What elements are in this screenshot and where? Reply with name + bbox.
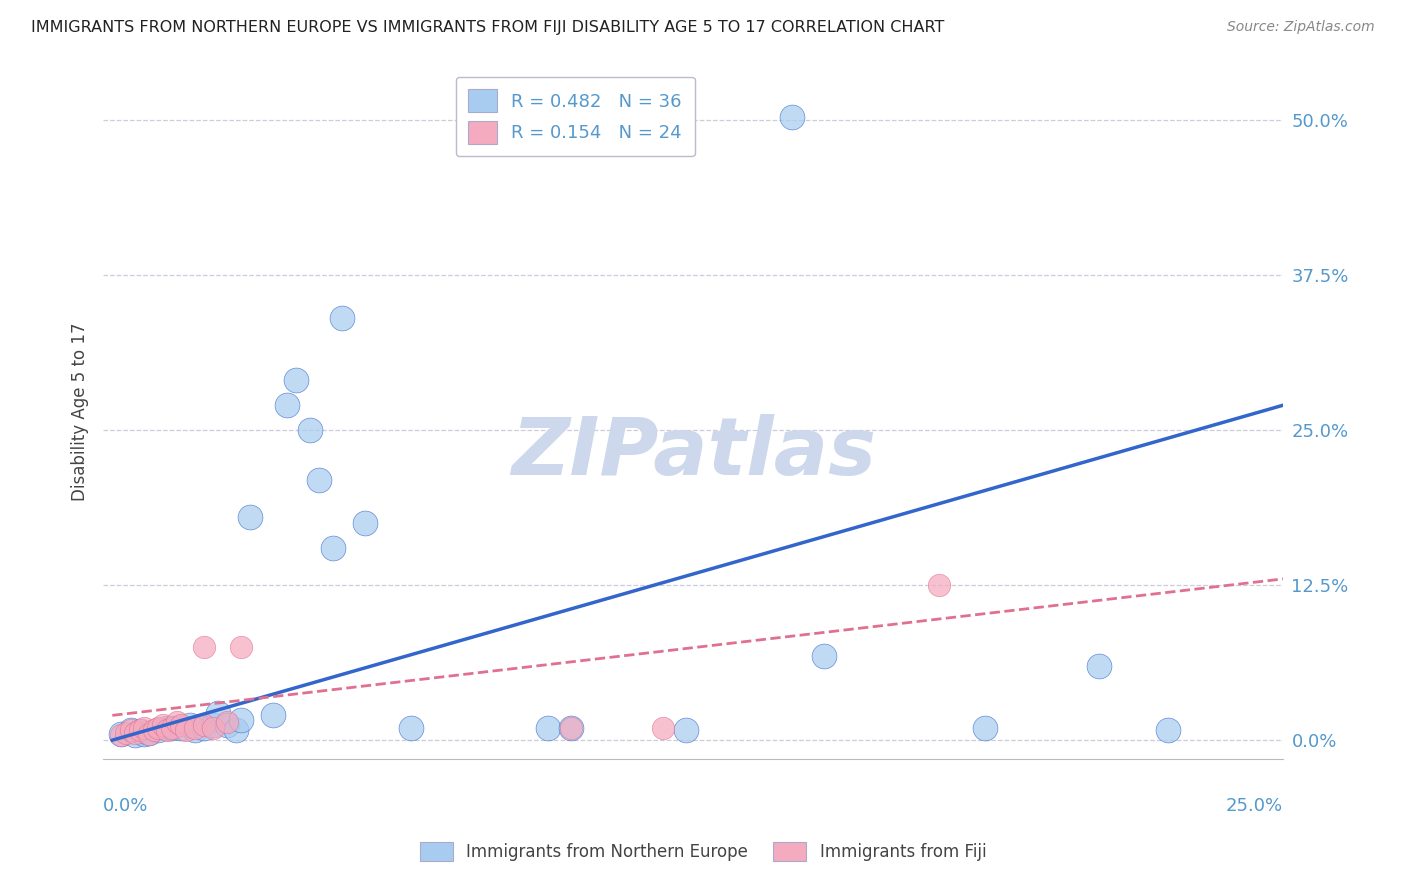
- Point: [160, 721, 183, 735]
- Legend: Immigrants from Northern Europe, Immigrants from Fiji: Immigrants from Northern Europe, Immigra…: [413, 835, 993, 868]
- Point: [193, 721, 215, 735]
- Point: [537, 721, 560, 735]
- Point: [110, 727, 132, 741]
- Text: 25.0%: 25.0%: [1226, 797, 1284, 815]
- Point: [262, 708, 284, 723]
- Text: ZIPatlas: ZIPatlas: [510, 414, 876, 492]
- Point: [160, 721, 183, 735]
- Point: [120, 723, 142, 738]
- Point: [973, 721, 995, 735]
- Point: [152, 718, 174, 732]
- Point: [148, 721, 170, 735]
- Point: [134, 727, 156, 741]
- Point: [170, 721, 193, 735]
- Point: [134, 721, 156, 735]
- Point: [239, 509, 262, 524]
- Legend: R = 0.482   N = 36, R = 0.154   N = 24: R = 0.482 N = 36, R = 0.154 N = 24: [456, 77, 695, 156]
- Point: [229, 714, 252, 728]
- Point: [138, 727, 160, 741]
- Text: IMMIGRANTS FROM NORTHERN EUROPE VS IMMIGRANTS FROM FIJI DISABILITY AGE 5 TO 17 C: IMMIGRANTS FROM NORTHERN EUROPE VS IMMIG…: [31, 20, 945, 35]
- Point: [560, 721, 582, 735]
- Point: [308, 473, 330, 487]
- Point: [229, 640, 252, 654]
- Point: [276, 398, 298, 412]
- Point: [217, 714, 239, 729]
- Point: [217, 718, 239, 732]
- Point: [170, 718, 193, 732]
- Point: [110, 728, 132, 742]
- Point: [1157, 723, 1180, 738]
- Point: [285, 373, 308, 387]
- Point: [142, 723, 165, 738]
- Point: [193, 718, 215, 732]
- Point: [128, 723, 150, 738]
- Point: [128, 724, 150, 739]
- Y-axis label: Disability Age 5 to 17: Disability Age 5 to 17: [72, 322, 89, 500]
- Point: [330, 311, 353, 326]
- Point: [138, 725, 160, 739]
- Text: 0.0%: 0.0%: [103, 797, 149, 815]
- Point: [120, 723, 142, 738]
- Point: [174, 723, 197, 738]
- Point: [675, 723, 697, 738]
- Point: [1088, 658, 1111, 673]
- Point: [193, 640, 215, 654]
- Point: [225, 723, 247, 738]
- Point: [202, 718, 225, 732]
- Point: [399, 721, 422, 735]
- Point: [156, 721, 179, 735]
- Point: [298, 423, 321, 437]
- Point: [353, 516, 375, 530]
- Point: [780, 111, 803, 125]
- Point: [166, 714, 188, 729]
- Point: [184, 723, 207, 738]
- Point: [322, 541, 344, 555]
- Point: [179, 718, 201, 732]
- Point: [202, 721, 225, 735]
- Point: [124, 725, 146, 739]
- Point: [813, 648, 835, 663]
- Point: [560, 721, 582, 735]
- Point: [115, 725, 138, 739]
- Point: [148, 723, 170, 738]
- Point: [207, 706, 229, 720]
- Point: [652, 721, 675, 735]
- Point: [184, 721, 207, 735]
- Text: Source: ZipAtlas.com: Source: ZipAtlas.com: [1227, 20, 1375, 34]
- Point: [124, 728, 146, 742]
- Point: [156, 723, 179, 738]
- Point: [928, 578, 950, 592]
